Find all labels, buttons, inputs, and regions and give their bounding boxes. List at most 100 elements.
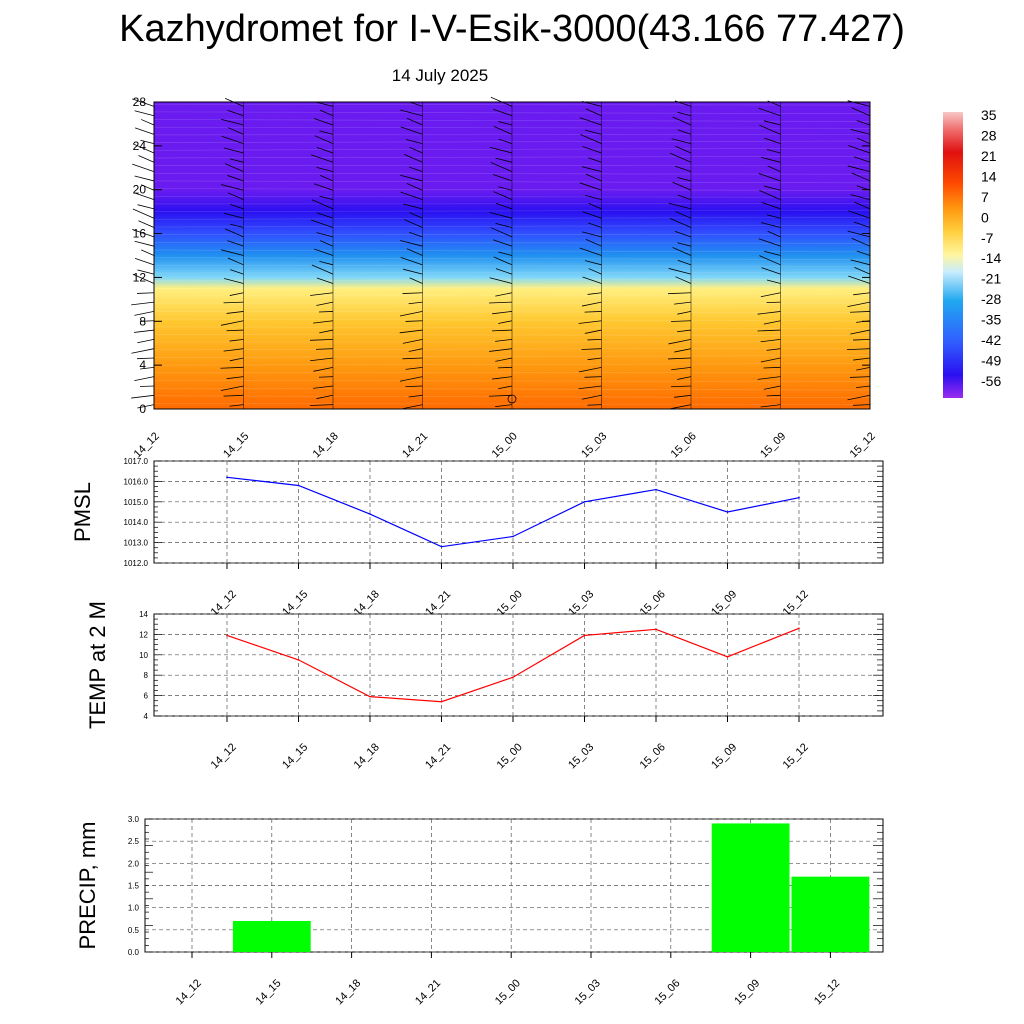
wind-barb xyxy=(757,311,781,315)
wind-barb xyxy=(316,232,334,238)
wind-barb xyxy=(408,301,423,305)
colorbar-label: -28 xyxy=(981,291,1001,307)
wind-barb xyxy=(490,227,513,238)
wind-barb xyxy=(140,366,155,370)
wind-barb xyxy=(578,320,602,324)
wind-barb xyxy=(409,166,423,173)
wind-barb xyxy=(856,250,871,256)
colorbar-label: -21 xyxy=(981,271,1001,287)
x-tick-label: 15_12 xyxy=(812,977,842,1007)
wind-barb xyxy=(588,157,602,163)
wind-barb xyxy=(854,266,871,275)
wind-barb xyxy=(674,165,692,173)
wind-barb xyxy=(137,338,155,344)
wind-barb xyxy=(227,175,244,182)
wind-barb xyxy=(409,277,423,284)
wind-barb xyxy=(320,109,334,117)
wind-barb xyxy=(668,268,692,275)
wind-barb xyxy=(132,229,155,238)
colorbar-label: -7 xyxy=(981,230,994,246)
wind-barb xyxy=(492,376,513,380)
x-tick-label: 15_00 xyxy=(490,430,520,460)
wind-barb xyxy=(852,404,871,406)
wind-barb xyxy=(491,329,513,332)
wind-barb xyxy=(587,292,602,295)
wind-barb xyxy=(579,247,602,256)
wind-barb xyxy=(313,366,334,372)
wind-barb xyxy=(226,329,244,332)
wind-barb xyxy=(584,376,602,378)
wind-barb xyxy=(760,292,781,298)
colorbar-label: 35 xyxy=(981,107,997,123)
y-tick-label: 10 xyxy=(139,651,148,660)
wind-barb xyxy=(857,137,871,145)
y-tick-label: 16 xyxy=(133,227,147,241)
wind-barb xyxy=(584,129,602,135)
wind-barb xyxy=(582,146,602,154)
colorbar-label: -14 xyxy=(981,250,1001,266)
x-tick-label: 15_03 xyxy=(573,977,603,1007)
wind-barb xyxy=(492,174,513,182)
wind-barb xyxy=(490,162,513,172)
y-tick-label: 1.0 xyxy=(128,904,140,913)
y-axis-label: PMSL xyxy=(70,482,95,542)
wind-barb xyxy=(229,338,244,342)
wind-barb xyxy=(495,292,513,297)
wind-barb xyxy=(761,267,781,275)
wind-barb xyxy=(132,208,155,219)
wind-barb xyxy=(588,202,602,210)
y-tick-label: 0.0 xyxy=(128,948,140,957)
wind-barb xyxy=(674,394,692,398)
wind-barb xyxy=(847,165,871,173)
wind-barb xyxy=(310,357,334,362)
wind-barb xyxy=(131,348,155,354)
x-tick-label: 14_21 xyxy=(400,430,430,460)
wind-barb xyxy=(229,292,244,296)
wind-barb xyxy=(493,126,513,135)
wind-barb xyxy=(850,329,871,335)
colorbar-label: 7 xyxy=(981,189,989,205)
wind-barb xyxy=(674,230,692,238)
wind-barb xyxy=(134,376,155,382)
y-tick-label: 14 xyxy=(139,610,148,619)
wind-barb xyxy=(227,192,244,200)
wind-barb xyxy=(579,182,602,191)
colorbar-label: -56 xyxy=(981,373,1001,389)
wind-barb xyxy=(403,203,423,210)
wind-barb xyxy=(221,135,244,145)
wind-barb xyxy=(402,292,423,294)
wind-barb xyxy=(853,221,871,228)
wind-barb xyxy=(677,259,692,266)
wind-barb xyxy=(400,191,423,200)
wind-barb xyxy=(671,138,692,145)
wind-barb xyxy=(856,366,871,371)
wind-barb xyxy=(847,301,871,308)
y-tick-label: 8 xyxy=(139,314,146,328)
wind-barb xyxy=(224,147,244,154)
wind-barb xyxy=(584,260,602,266)
wind-barb xyxy=(490,96,513,107)
wind-barb xyxy=(320,240,334,247)
wind-barb xyxy=(489,212,513,219)
x-tick-label: 15_00 xyxy=(493,977,523,1007)
wind-barb xyxy=(493,256,513,266)
wind-barb xyxy=(224,163,244,172)
colorbar-label: -49 xyxy=(981,353,1001,369)
colorbar-label: 0 xyxy=(981,209,989,225)
wind-barb xyxy=(763,385,781,390)
wind-barb xyxy=(581,301,602,307)
x-tick-label: 15_06 xyxy=(638,741,668,771)
wind-barb xyxy=(400,126,423,135)
wind-barb xyxy=(229,158,244,163)
wind-barb xyxy=(399,311,423,317)
wind-barb xyxy=(498,138,513,145)
wind-barb xyxy=(677,242,692,247)
wind-barb xyxy=(856,120,871,126)
wind-barb xyxy=(847,348,871,351)
wind-barb xyxy=(761,222,781,228)
wind-barb xyxy=(227,127,244,135)
wind-barb xyxy=(668,357,692,360)
wind-barb xyxy=(489,348,513,352)
wind-barb xyxy=(672,116,692,126)
wind-barb xyxy=(224,212,244,219)
